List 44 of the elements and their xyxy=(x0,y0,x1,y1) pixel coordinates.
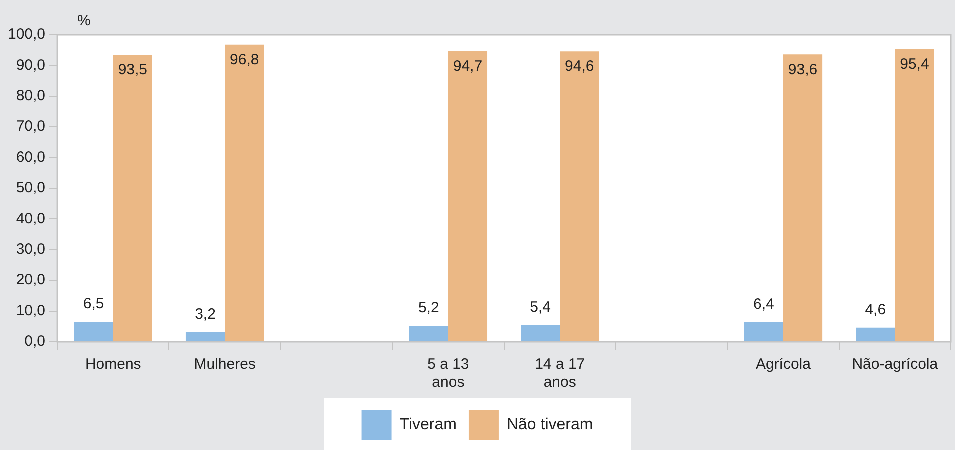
x-tick-label: 5 a 13 anos xyxy=(428,356,470,392)
data-label: 94,7 xyxy=(453,58,483,75)
x-tick-label: 14 a 17 anos xyxy=(535,356,586,392)
data-label: 6,4 xyxy=(754,296,774,313)
bar xyxy=(521,325,560,342)
bar xyxy=(744,322,784,342)
bar xyxy=(560,52,600,342)
data-label: 6,5 xyxy=(83,296,104,313)
data-label: 95,4 xyxy=(900,56,930,73)
x-tick-label: Agrícola xyxy=(756,356,812,374)
legend-label: Não tiveram xyxy=(506,416,594,434)
x-tick-label: Não-agrícola xyxy=(852,356,939,374)
bar xyxy=(783,54,823,342)
y-tick-label: 50,0 xyxy=(16,180,46,197)
data-label: 3,2 xyxy=(195,306,216,323)
x-tick-label: Homens xyxy=(85,356,142,374)
bar xyxy=(856,328,896,342)
bar xyxy=(448,51,488,342)
data-label: 93,5 xyxy=(118,62,148,79)
bar xyxy=(74,322,114,342)
data-label: 5,2 xyxy=(418,300,440,317)
y-tick-label: 20,0 xyxy=(16,272,46,289)
y-axis-title: % xyxy=(78,12,91,30)
y-tick-label: 30,0 xyxy=(16,241,46,258)
x-tick-label: Mulheres xyxy=(194,356,256,374)
data-label: 93,6 xyxy=(788,61,818,78)
legend-label: Tiveram xyxy=(400,416,457,434)
y-tick-label: 40,0 xyxy=(16,210,46,228)
bar xyxy=(186,332,226,342)
y-tick-label: 10,0 xyxy=(16,302,46,320)
y-tick-label: 0,0 xyxy=(24,333,46,350)
y-tick-label: 100,0 xyxy=(8,26,46,44)
bar xyxy=(113,54,152,342)
y-tick-label: 60,0 xyxy=(16,148,46,166)
data-label: 5,4 xyxy=(530,299,551,316)
bar xyxy=(409,326,448,342)
data-label: 94,6 xyxy=(565,58,594,76)
y-tick-label: 90,0 xyxy=(16,56,46,74)
data-label: 4,6 xyxy=(865,302,886,319)
y-tick-label: 80,0 xyxy=(16,88,46,105)
data-label: 96,8 xyxy=(230,51,260,68)
bar xyxy=(895,49,934,342)
y-tick-label: 70,0 xyxy=(16,118,46,136)
bar xyxy=(225,44,264,342)
